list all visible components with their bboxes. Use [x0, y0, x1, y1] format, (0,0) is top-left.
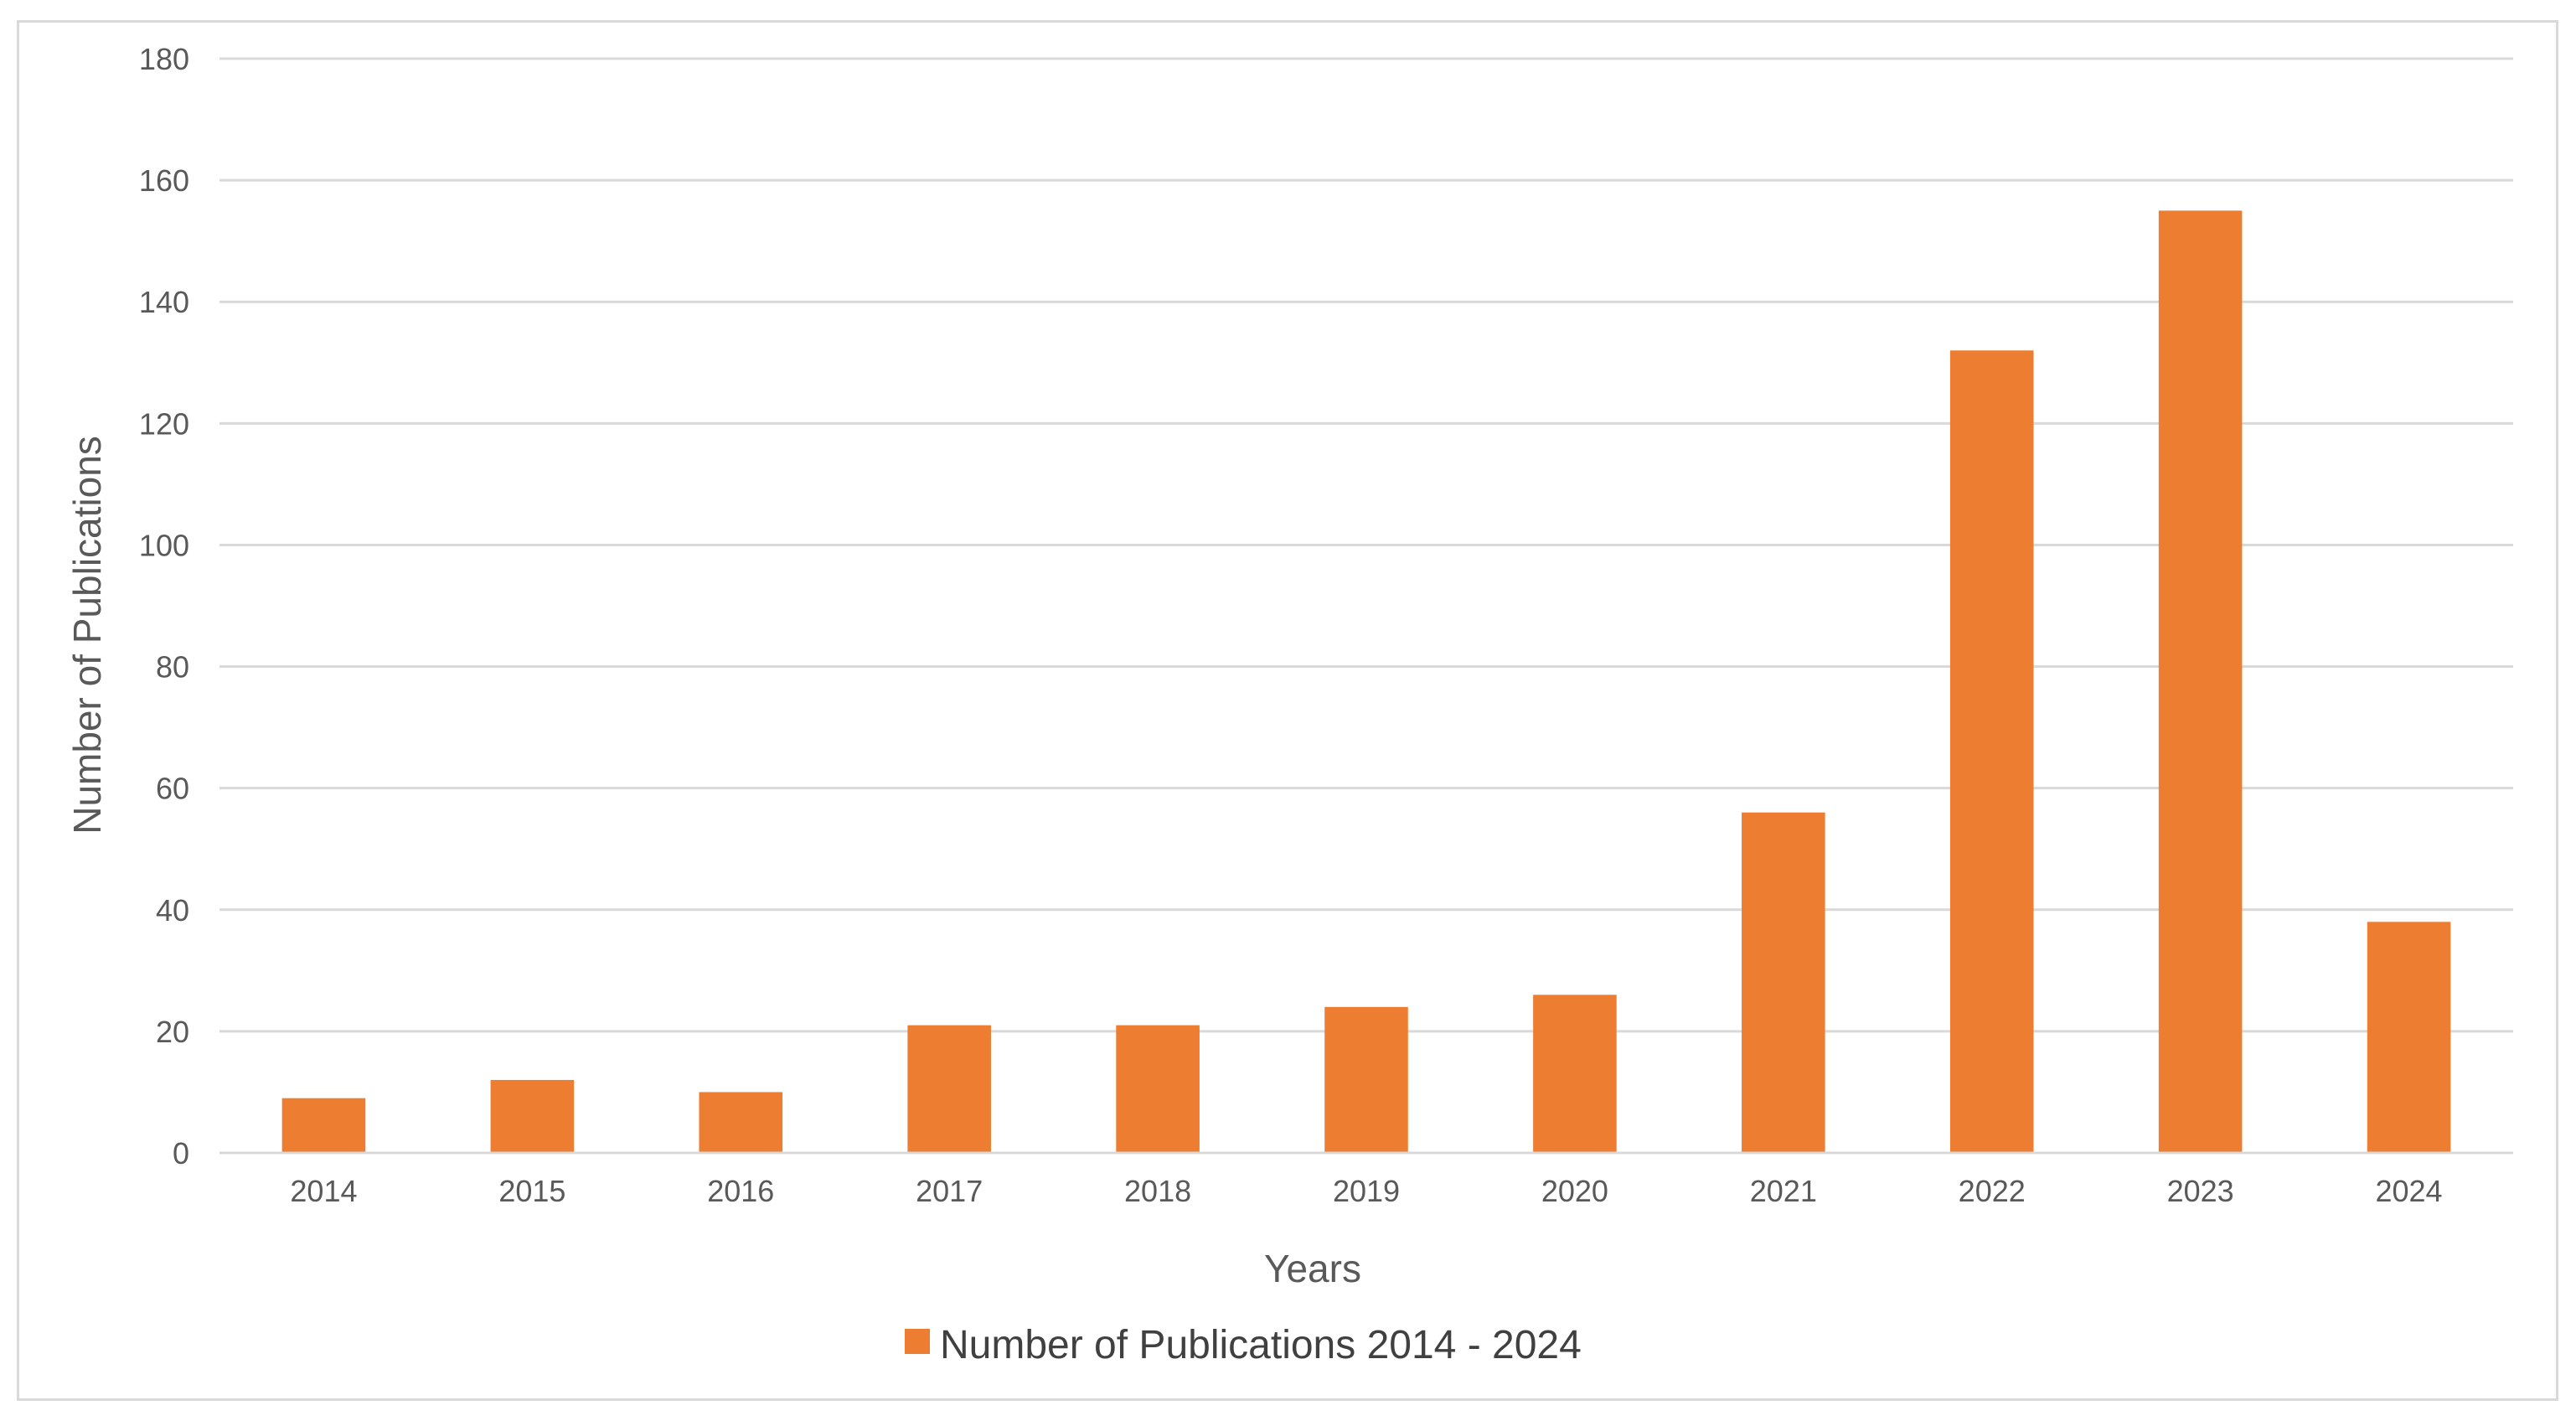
gridlines — [219, 57, 2513, 1033]
x-tick-label: 2019 — [1333, 1174, 1400, 1208]
y-tick-label: 100 — [139, 528, 189, 562]
y-axis-title: Number of Publications — [65, 436, 109, 835]
y-tick-label: 40 — [156, 893, 189, 928]
legend-label: Number of Publications 2014 - 2024 — [940, 1323, 1582, 1367]
bar-2020 — [1533, 995, 1617, 1153]
y-tick-label: 160 — [139, 163, 189, 198]
bar-2015 — [490, 1079, 575, 1153]
x-tick-label: 2021 — [1750, 1174, 1817, 1208]
bar-2023 — [2158, 210, 2243, 1153]
chart-frame — [17, 20, 2558, 1401]
x-tick-label: 2023 — [2167, 1174, 2234, 1208]
bar-2017 — [907, 1025, 991, 1153]
y-tick-label: 140 — [139, 285, 189, 319]
x-tick-label: 2024 — [2375, 1174, 2442, 1208]
x-tick-label: 2017 — [916, 1174, 983, 1208]
x-axis-title: Years — [1264, 1247, 1361, 1290]
bar-2019 — [1324, 1006, 1408, 1153]
y-tick-label: 80 — [156, 650, 189, 685]
legend-swatch — [905, 1329, 930, 1354]
bar-2014 — [281, 1098, 366, 1153]
bar-2018 — [1116, 1025, 1200, 1153]
bar-2022 — [1949, 350, 2034, 1153]
x-tick-label: 2015 — [498, 1174, 565, 1208]
y-tick-label: 60 — [156, 772, 189, 806]
x-tick-label: 2018 — [1124, 1174, 1191, 1208]
bar-2016 — [699, 1092, 783, 1153]
bar-2024 — [2367, 922, 2451, 1153]
x-axis-ticks: 2014 2015 2016 2017 2018 2019 2020 2021 2022 2023… — [290, 1174, 2442, 1208]
legend: Number of Publications 2014 - 2024 — [905, 1323, 1582, 1367]
y-tick-label: 180 — [139, 42, 189, 76]
x-tick-label: 2022 — [1959, 1174, 2026, 1208]
x-tick-label: 2014 — [290, 1174, 357, 1208]
y-axis-ticks: 0 20 40 60 80 100 120 140 160 180 — [139, 42, 189, 1170]
x-tick-label: 2016 — [707, 1174, 774, 1208]
y-tick-label: 0 — [173, 1136, 189, 1170]
x-tick-label: 2020 — [1541, 1174, 1608, 1208]
bars — [281, 210, 2451, 1153]
bar-2021 — [1742, 812, 1825, 1153]
y-tick-label: 20 — [156, 1015, 189, 1049]
y-tick-label: 120 — [139, 406, 189, 441]
